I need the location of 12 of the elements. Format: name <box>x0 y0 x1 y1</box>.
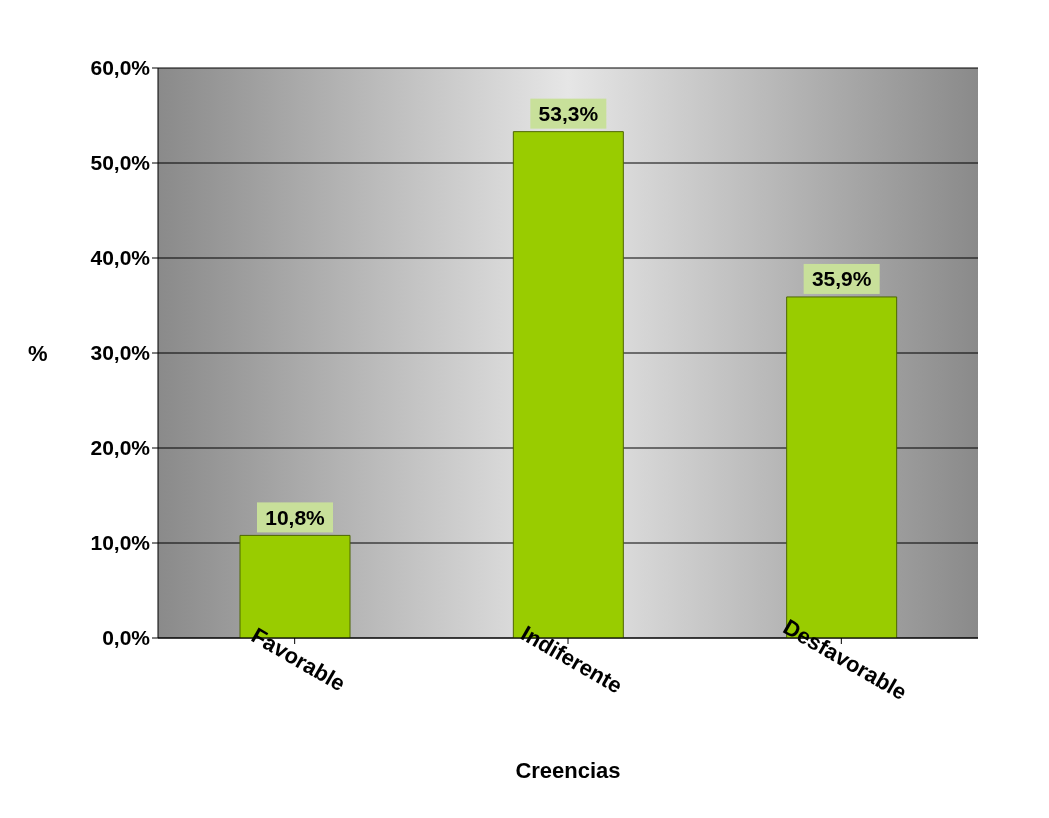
data-label: 35,9% <box>811 267 872 291</box>
y-tick-label: 20,0% <box>90 436 151 460</box>
x-axis-title: Creencias <box>515 758 621 783</box>
y-tick-label: 50,0% <box>90 151 151 175</box>
y-tick-label: 40,0% <box>90 246 151 270</box>
y-tick-label: 10,0% <box>90 531 151 555</box>
y-tick-label: 60,0% <box>90 56 151 80</box>
y-axis-title: % <box>28 340 48 366</box>
data-label: 10,8% <box>265 505 326 529</box>
y-tick-label: 0,0% <box>102 626 151 650</box>
data-label: 53,3% <box>538 102 599 126</box>
y-tick-label: 30,0% <box>90 341 151 365</box>
